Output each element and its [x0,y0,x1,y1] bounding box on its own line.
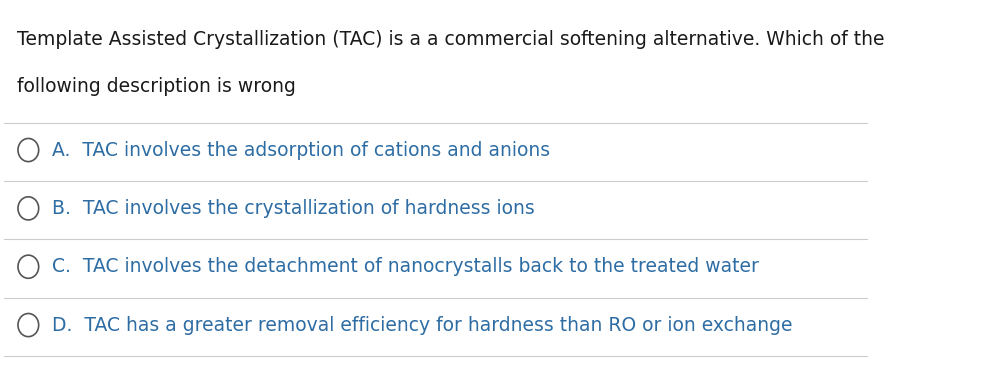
Text: Template Assisted Crystallization (TAC) is a a commercial softening alternative.: Template Assisted Crystallization (TAC) … [17,30,884,49]
Text: C.  TAC involves the detachment of nanocrystalls back to the treated water: C. TAC involves the detachment of nanocr… [52,257,759,276]
Text: following description is wrong: following description is wrong [17,77,296,96]
Text: A.  TAC involves the adsorption of cations and anions: A. TAC involves the adsorption of cation… [52,141,550,160]
Text: B.  TAC involves the crystallization of hardness ions: B. TAC involves the crystallization of h… [52,199,535,218]
Text: D.  TAC has a greater removal efficiency for hardness than RO or ion exchange: D. TAC has a greater removal efficiency … [52,316,793,335]
